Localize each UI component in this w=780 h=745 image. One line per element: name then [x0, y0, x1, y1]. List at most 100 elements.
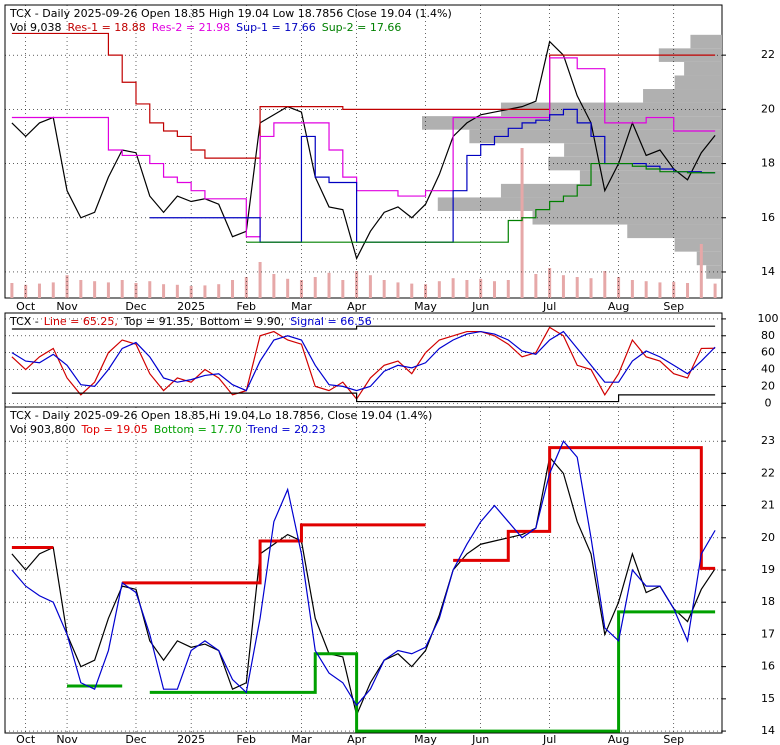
x-tick-label: Dec — [125, 300, 146, 313]
panel-frame — [4, 406, 723, 734]
volume-bar — [410, 283, 414, 298]
volume-bar — [382, 280, 386, 298]
x-tick-label: Feb — [237, 733, 256, 745]
y-tick-label: 17 — [761, 627, 775, 640]
y-tick-label: 80 — [761, 329, 775, 342]
volume-bar — [106, 282, 110, 298]
x-tick-label: 2025 — [177, 300, 205, 313]
y-tick-label: 0 — [765, 396, 772, 409]
y-tick-label: 23 — [761, 434, 775, 447]
legend-title: TCX - — [9, 315, 39, 328]
volume-bar — [617, 277, 621, 298]
volume-bar — [603, 271, 607, 298]
volume-bar — [231, 280, 235, 298]
series-line — [67, 610, 716, 733]
volume-bar — [79, 280, 83, 298]
volume-bar — [520, 148, 524, 298]
x-tick-label: Aug — [608, 733, 629, 745]
series-line — [246, 162, 716, 243]
volume-bar — [93, 281, 97, 298]
x-tick-label: Jun — [471, 300, 489, 313]
x-tick-label: Mar — [291, 300, 312, 313]
volume-bar — [51, 282, 55, 298]
x-tick-label: May — [414, 733, 437, 745]
x-tick-label: Sep — [663, 733, 684, 745]
volume-bar — [451, 278, 455, 298]
volume-bar — [424, 284, 428, 298]
volume-bar — [479, 278, 483, 298]
series-line — [11, 57, 716, 238]
x-tick-label: Aug — [608, 300, 629, 313]
volume-profile-bar — [674, 75, 722, 90]
y-tick-label: 20 — [761, 379, 775, 392]
volume-bar — [355, 271, 359, 298]
x-tick-label: Apr — [347, 300, 367, 313]
volume-profile-bar — [500, 183, 722, 198]
volume-bar — [713, 283, 717, 298]
volume-profile-bar — [422, 116, 722, 130]
y-tick-label: 40 — [761, 363, 775, 376]
volume-bar — [217, 284, 221, 298]
volume-bar — [368, 275, 372, 298]
series-line — [11, 440, 716, 707]
series-line — [11, 32, 716, 159]
x-tick-label: Mar — [291, 733, 312, 745]
volume-bar — [162, 284, 166, 298]
volume-bar — [148, 281, 152, 298]
volume-bar — [10, 283, 14, 298]
volume-bar — [644, 281, 648, 298]
volume-bar — [203, 285, 207, 298]
series-line — [11, 392, 716, 403]
legend-entry: Res-2 = 21.98 — [152, 21, 230, 34]
legend-entry: Bottom = 9.90, — [200, 315, 285, 328]
x-tick-label: Dec — [125, 733, 146, 745]
x-tick-label: Oct — [16, 300, 36, 313]
x-tick-label: Jul — [542, 300, 556, 313]
x-tick-label: Jun — [471, 733, 489, 745]
volume-bar — [396, 282, 400, 298]
x-tick-label: Feb — [237, 300, 256, 313]
volume-bar — [134, 283, 138, 298]
volume-profile-bar — [674, 238, 722, 252]
y-tick-label: 20 — [761, 102, 775, 115]
legend-entry: Res-1 = 18.88 — [67, 21, 145, 34]
series-line — [11, 330, 716, 392]
volume-bar — [120, 280, 124, 298]
volume-profile-bar — [627, 224, 722, 239]
volume-bar — [341, 280, 345, 298]
volume-profile-bar — [696, 251, 722, 266]
volume-profile-bar — [532, 210, 722, 225]
volume-label: Vol 9,038 — [10, 21, 61, 34]
y-tick-label: 14 — [761, 724, 775, 737]
volume-profile-bar — [564, 143, 722, 157]
legend-entry: Signal = 66.56 — [290, 315, 372, 328]
volume-bar — [65, 275, 69, 298]
legend-title: TCX - Daily 2025-09-26 Open 18.85 High 1… — [9, 7, 452, 20]
volume-bar — [534, 274, 538, 298]
y-tick-label: 18 — [761, 157, 775, 170]
volume-bar — [686, 283, 690, 298]
legend-entry: Sup-2 = 17.66 — [322, 21, 402, 34]
volume-profile-bar — [684, 61, 722, 76]
volume-bar — [286, 278, 290, 298]
legend-entry: Sup-1 = 17.66 — [236, 21, 316, 34]
volume-bar — [313, 277, 317, 298]
volume-bar — [506, 280, 510, 298]
x-tick-label: 2025 — [177, 733, 205, 745]
volume-bar — [699, 244, 703, 298]
series-line — [11, 325, 716, 330]
volume-bar — [37, 283, 41, 298]
x-tick-label: Nov — [56, 733, 78, 745]
volume-bar — [575, 277, 579, 298]
legend-entry: Trend = 20.23 — [247, 423, 326, 436]
volume-profile-bar — [643, 89, 722, 103]
volume-bar — [189, 286, 193, 298]
y-tick-label: 19 — [761, 563, 775, 576]
volume-bar — [630, 280, 634, 298]
volume-bar — [589, 278, 593, 298]
x-tick-label: Nov — [56, 300, 78, 313]
volume-bar — [258, 262, 262, 298]
y-tick-label: 20 — [761, 531, 775, 544]
volume-profile-bar — [706, 265, 722, 279]
